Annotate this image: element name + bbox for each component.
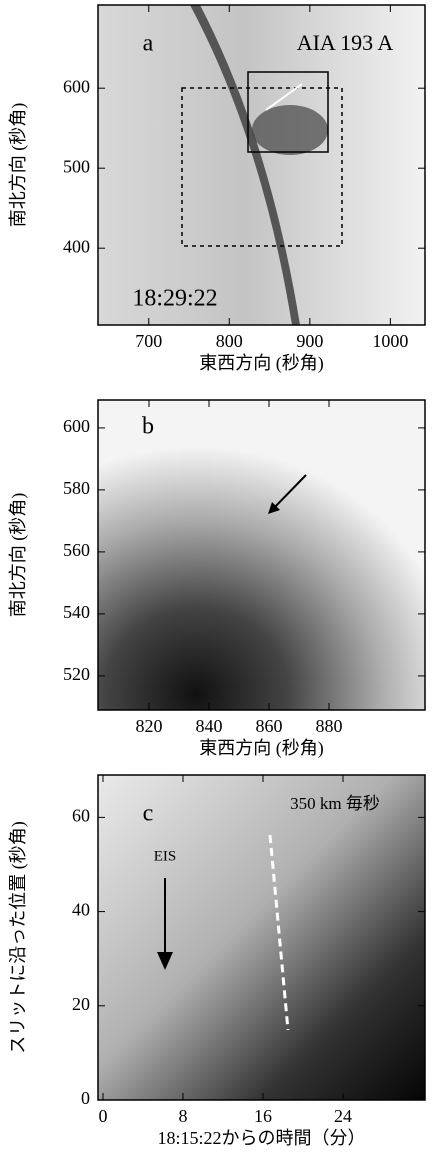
annotation: AIA 193 A: [297, 30, 394, 55]
annotation: b: [142, 414, 154, 440]
y-tick-label: 560: [63, 540, 90, 560]
frame: [97, 4, 426, 326]
zoom-box: [247, 71, 329, 153]
annotation: 350 km 毎秒: [290, 794, 380, 813]
image-c: [98, 775, 425, 1100]
y-tick-label: 600: [63, 416, 90, 436]
x-tick-label: 900: [296, 331, 323, 351]
y-tick-label: 0: [81, 1088, 90, 1108]
y-tick-label: 60: [72, 806, 90, 826]
fov-box: [181, 87, 343, 247]
y-axis-label: 南北方向 (秒角): [8, 103, 29, 228]
x-tick-label: 8: [179, 1106, 188, 1126]
y-axis-label: 南北方向 (秒角): [8, 493, 29, 618]
x-tick-label: 820: [136, 716, 163, 736]
y-tick-label: 540: [63, 602, 90, 622]
image-b: [98, 400, 425, 710]
annotation: c: [143, 801, 154, 827]
x-tick-label: 860: [256, 716, 283, 736]
annotation: 18:29:22: [132, 286, 217, 312]
y-axis-label: スリットに沿った位置 (秒角): [8, 821, 29, 1054]
x-tick-label: 880: [316, 716, 343, 736]
limb: [190, 5, 300, 325]
y-tick-label: 500: [63, 156, 90, 176]
y-tick-label: 600: [63, 76, 90, 96]
y-tick-label: 520: [63, 664, 90, 684]
x-tick-label: 840: [196, 716, 223, 736]
y-tick-label: 580: [63, 478, 90, 498]
speed-line: [268, 834, 290, 1031]
slit: [265, 83, 303, 111]
y-tick-label: 400: [63, 236, 90, 256]
eis-arrow-head: [157, 952, 173, 970]
y-tick-label: 40: [72, 900, 90, 920]
x-tick-label: 16: [254, 1106, 272, 1126]
x-tick-label: 0: [99, 1106, 108, 1126]
x-tick-label: 1000: [372, 331, 408, 351]
frame: [97, 399, 426, 711]
y-tick-label: 20: [72, 994, 90, 1014]
annotation: EIS: [154, 848, 177, 864]
x-axis-label: 東西方向 (秒角): [199, 738, 324, 759]
dark-region: [252, 105, 328, 155]
x-tick-label: 800: [216, 331, 243, 351]
arrow: [271, 474, 307, 511]
frame: [97, 774, 426, 1101]
annotation: a: [143, 31, 154, 57]
arrow-head: [268, 502, 280, 514]
x-axis-label: 18:15:22からの時間（分）: [157, 1128, 365, 1148]
x-tick-label: 24: [334, 1106, 352, 1126]
x-tick-label: 700: [135, 331, 162, 351]
x-axis-label: 東西方向 (秒角): [199, 353, 324, 374]
